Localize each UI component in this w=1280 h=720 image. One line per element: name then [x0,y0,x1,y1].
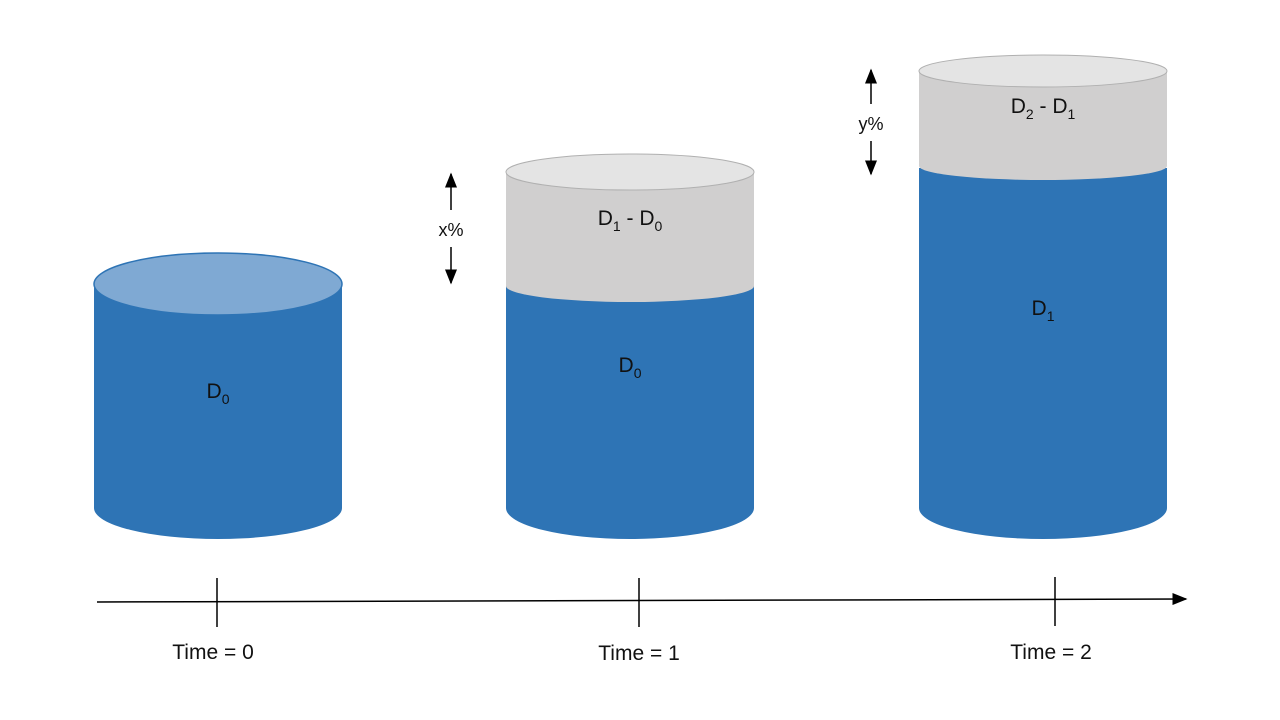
cylinder-1-stored-body [506,286,754,539]
cylinder-0-stored-body [94,284,342,539]
cylinder-2-stored-label: D1 [1032,297,1055,324]
cylinder-2-growth-body [919,71,1167,180]
cylinder-1-top [505,153,755,191]
cylinder-1-growth-body [506,172,754,302]
cylinder-time-1: D1 - D0 D0 x% [438,153,755,539]
cylinder-2-stored-body [919,168,1167,539]
cylinder-time-2: D2 - D1 D1 y% [858,54,1168,539]
cylinder-2-growth-label: D2 - D1 [1011,95,1076,122]
timeline: Time = 0 Time = 1 Time = 2 [96,577,1188,665]
cylinder-0-stored-label: D0 [207,380,230,407]
timeline-tick-label-2: Time = 2 [1010,641,1092,664]
cylinder-1-growth-label: D1 - D0 [598,207,663,234]
timeline-tick-label-1: Time = 1 [598,642,680,665]
cylinder-1-stored-label: D0 [619,354,642,381]
change-indicator-1: x% [438,172,464,285]
change-indicator-2: y% [858,68,884,176]
cylinder-2-top [918,54,1168,88]
change-1-label: x% [438,220,463,240]
change-2-label: y% [858,114,883,134]
timeline-axis-arrow [96,593,1188,606]
cylinder-0-top [93,252,343,316]
cylinder-time-0: D0 [93,252,343,539]
timeline-tick-label-0: Time = 0 [172,641,254,664]
